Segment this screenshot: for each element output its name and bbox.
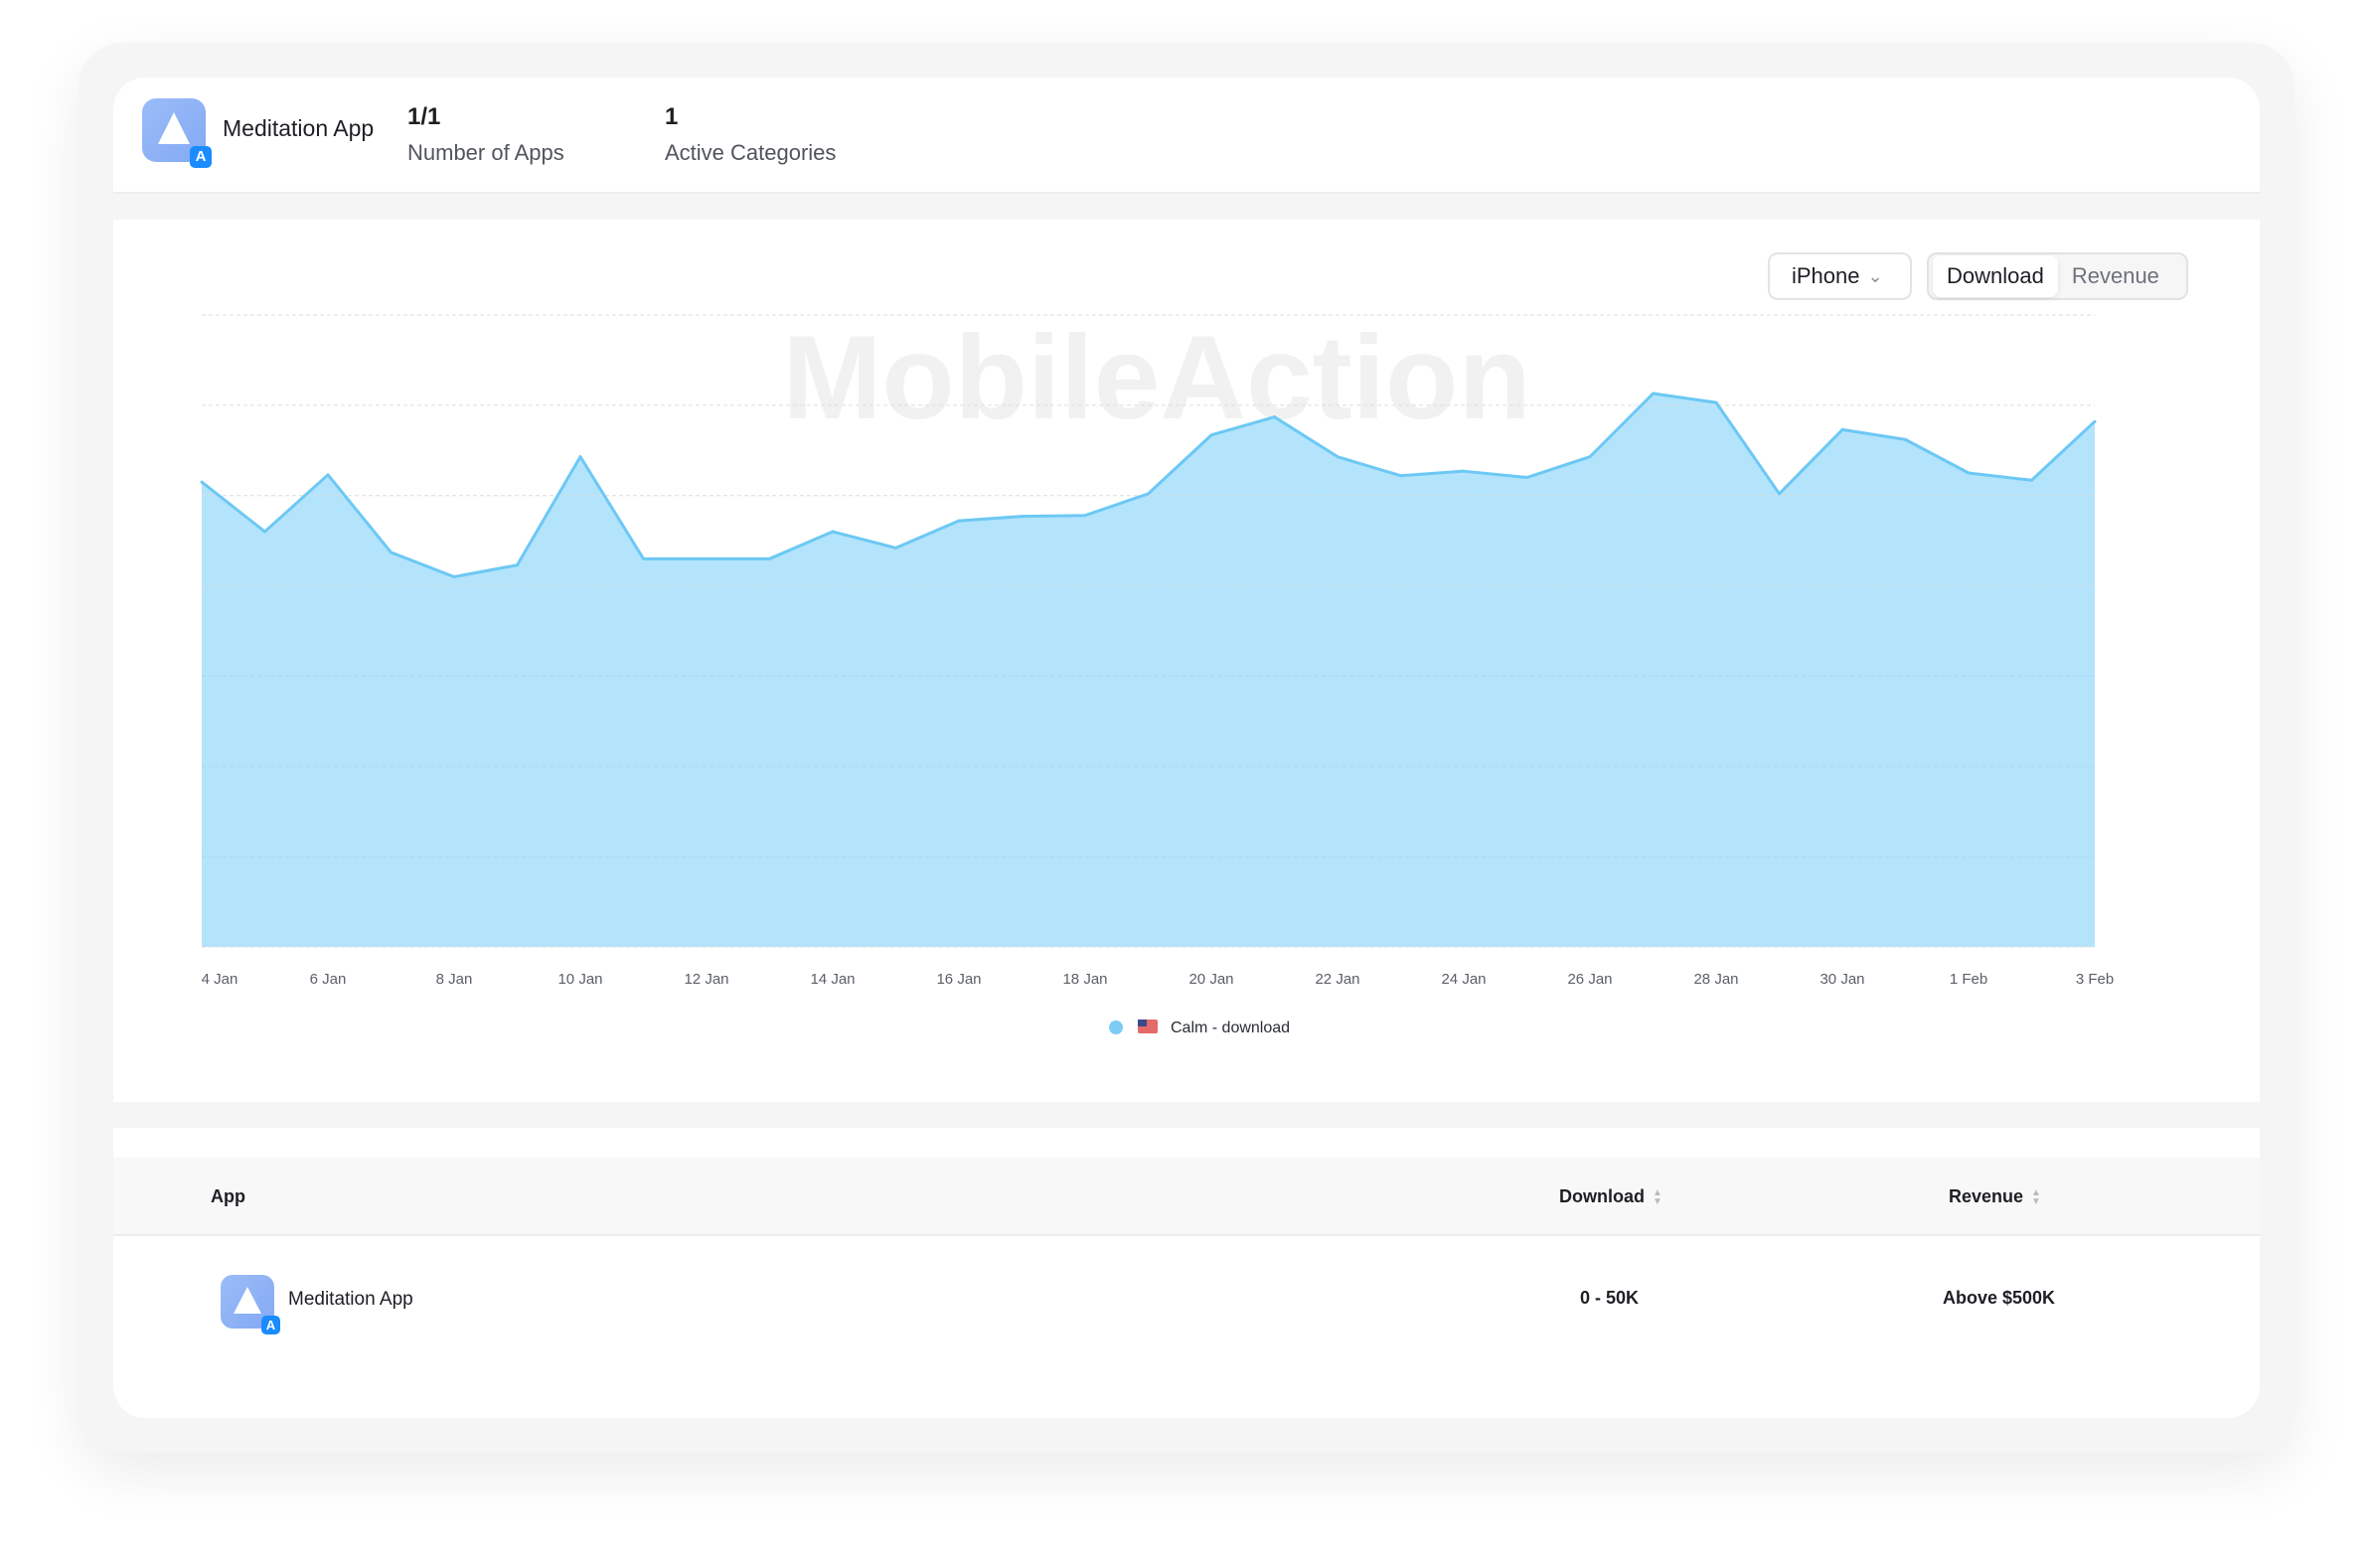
x-tick-label: 18 Jan — [1062, 971, 1107, 988]
x-tick-label: 3 Feb — [2076, 971, 2114, 988]
data-point — [831, 530, 835, 534]
data-point — [200, 480, 204, 484]
area-chart: MobileAction 4 Jan 6 Jan 8 Jan 10 Jan 12 Jan 1… — [200, 311, 2114, 1036]
x-tick-label: 26 Jan — [1567, 971, 1612, 988]
data-point — [1904, 437, 1907, 441]
app-store-icon: A — [190, 146, 212, 168]
col-revenue-label: Revenue — [1949, 1186, 2024, 1206]
data-point — [1967, 471, 1971, 475]
stat-categories-label: Active Categories — [665, 140, 837, 165]
data-point — [516, 563, 519, 567]
x-tick-label: 12 Jan — [684, 971, 728, 988]
toggle-download[interactable]: Download — [1933, 255, 2058, 297]
data-point — [1652, 392, 1655, 395]
data-point — [326, 473, 330, 477]
data-point — [578, 455, 582, 459]
stat-apps-value: 1/1 — [407, 103, 441, 130]
data-point — [768, 556, 771, 560]
row-app-name[interactable]: Meditation App — [288, 1289, 413, 1310]
data-point — [1714, 400, 1718, 404]
data-point — [957, 519, 961, 523]
data-point — [1399, 474, 1402, 478]
x-tick-label: 20 Jan — [1188, 971, 1233, 988]
sort-icon: ▲ ▼ — [2031, 1187, 2041, 1208]
data-point — [1209, 433, 1213, 437]
app-store-icon: A — [261, 1316, 280, 1334]
data-point — [1021, 515, 1024, 519]
watermark-logo: MobileAction — [782, 311, 1530, 444]
stat-categories-value: 1 — [665, 103, 679, 130]
stat-apps-label: Number of Apps — [407, 140, 564, 165]
data-point — [452, 574, 456, 578]
app-icon: A — [221, 1275, 280, 1334]
metric-toggle: Download Revenue — [1927, 252, 2188, 300]
x-tick-label: 14 Jan — [810, 971, 855, 988]
x-tick-label: 30 Jan — [1819, 971, 1864, 988]
x-tick-label: 24 Jan — [1441, 971, 1486, 988]
data-point — [1147, 492, 1150, 496]
data-point — [1588, 455, 1592, 459]
chart-panel: MobileAction 4 Jan 6 Jan 8 Jan 10 Jan 12 Jan 1… — [113, 220, 2260, 1102]
table-header — [113, 1158, 2260, 1236]
legend-label: Calm - download — [1171, 1019, 1290, 1036]
x-tick-label: 16 Jan — [936, 971, 981, 988]
x-tick-label: 10 Jan — [557, 971, 602, 988]
data-point — [1336, 455, 1340, 459]
summary-header — [113, 78, 2260, 194]
data-point — [2030, 478, 2033, 482]
sort-icon: ▲ ▼ — [1653, 1187, 1662, 1208]
data-point — [1273, 415, 1276, 419]
legend-marker — [1109, 1020, 1123, 1034]
chevron-down-icon: ⌄ — [1867, 265, 1883, 286]
data-point — [2093, 419, 2097, 423]
data-point — [1778, 492, 1781, 496]
data-point — [1840, 427, 1844, 431]
x-tick-label: 22 Jan — [1315, 971, 1359, 988]
us-flag-icon — [1138, 1019, 1147, 1026]
device-dropdown[interactable]: iPhone ⌄ — [1768, 252, 1912, 300]
app-name: Meditation App — [223, 115, 375, 141]
apps-table: App Download ▲ ▼ Revenue ▲ ▼ A Meditation Ap… — [113, 1128, 2260, 1418]
col-app: App — [211, 1186, 245, 1206]
col-download[interactable]: Download ▲ ▼ — [1559, 1186, 1662, 1207]
x-tick-label: 4 Jan — [202, 971, 238, 988]
data-point — [390, 550, 393, 554]
data-point — [1462, 469, 1466, 473]
x-tick-label: 28 Jan — [1693, 971, 1738, 988]
x-tick-label: 8 Jan — [436, 971, 473, 988]
row-download: 0 - 50K — [1580, 1288, 1640, 1308]
area-fill — [202, 393, 2095, 947]
app-icon: A — [142, 98, 212, 168]
data-point — [263, 530, 266, 534]
x-tick-label: 6 Jan — [310, 971, 347, 988]
data-point — [894, 546, 897, 549]
x-tick-label: 1 Feb — [1950, 971, 1987, 988]
data-point — [642, 556, 645, 560]
col-revenue[interactable]: Revenue ▲ ▼ — [1949, 1186, 2041, 1207]
data-point — [1525, 476, 1528, 480]
row-revenue: Above $500K — [1943, 1288, 2056, 1308]
data-point — [705, 556, 709, 560]
data-point — [1083, 514, 1087, 518]
col-download-label: Download — [1559, 1186, 1645, 1206]
toggle-revenue[interactable]: Revenue — [2071, 263, 2159, 288]
device-value: iPhone — [1792, 263, 1860, 288]
